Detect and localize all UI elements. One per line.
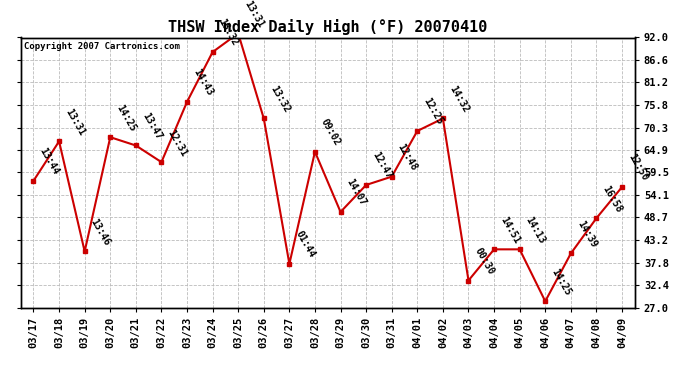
Text: 14:43: 14:43 xyxy=(191,67,215,98)
Text: 13:32: 13:32 xyxy=(268,84,291,114)
Text: Copyright 2007 Cartronics.com: Copyright 2007 Cartronics.com xyxy=(23,42,179,51)
Text: 14:13: 14:13 xyxy=(524,215,547,245)
Text: 12:50: 12:50 xyxy=(626,152,649,183)
Text: 09:02: 09:02 xyxy=(319,117,342,148)
Text: 12:47: 12:47 xyxy=(371,150,394,181)
Text: 14:25: 14:25 xyxy=(115,103,138,133)
Text: 13:46: 13:46 xyxy=(89,217,112,247)
Text: 12:25: 12:25 xyxy=(422,96,445,127)
Text: 13:47: 13:47 xyxy=(140,111,164,141)
Text: 12:48: 12:48 xyxy=(396,142,420,172)
Title: THSW Index Daily High (°F) 20070410: THSW Index Daily High (°F) 20070410 xyxy=(168,19,487,35)
Text: 14:32: 14:32 xyxy=(447,84,471,114)
Text: 12:31: 12:31 xyxy=(166,128,189,158)
Text: 14:07: 14:07 xyxy=(345,177,368,208)
Text: 13:31: 13:31 xyxy=(63,107,87,137)
Text: 13:31: 13:31 xyxy=(242,0,266,29)
Text: 14:51: 14:51 xyxy=(498,215,522,245)
Text: 14:25: 14:25 xyxy=(549,267,573,297)
Text: 00:30: 00:30 xyxy=(473,246,496,276)
Text: 01:44: 01:44 xyxy=(293,229,317,260)
Text: 13:44: 13:44 xyxy=(38,146,61,177)
Text: 14:39: 14:39 xyxy=(575,219,598,249)
Text: 13:32: 13:32 xyxy=(217,17,240,48)
Text: 16:58: 16:58 xyxy=(600,184,624,214)
